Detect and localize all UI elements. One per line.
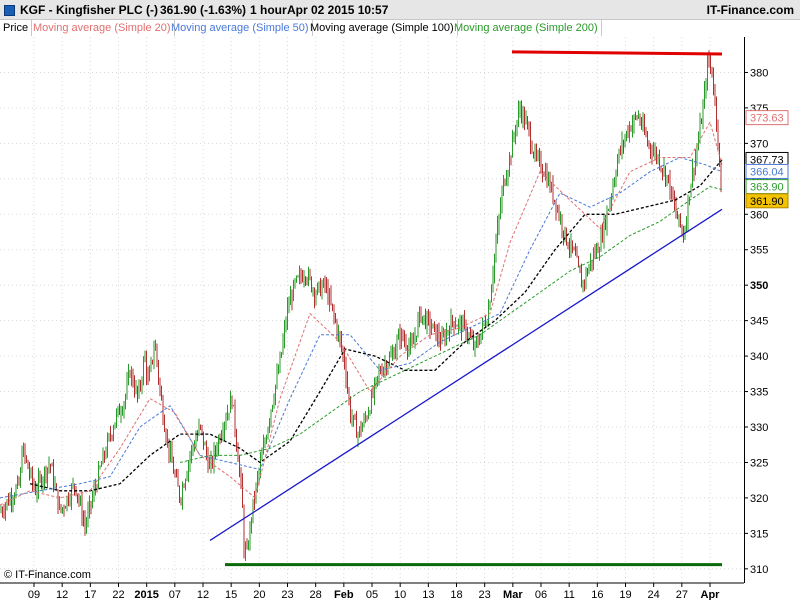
x-tick-label: 09 xyxy=(28,589,40,600)
y-tick-label: 360 xyxy=(750,209,768,221)
y-tick-label: 345 xyxy=(750,316,768,328)
x-tick-label: 13 xyxy=(422,589,434,600)
x-tick-label: Feb xyxy=(334,589,354,600)
price-label-text: 361.90 xyxy=(750,196,784,208)
x-tick-label: 12 xyxy=(197,589,209,600)
price-bars xyxy=(0,50,722,561)
x-tick-label: 19 xyxy=(619,589,631,600)
ma20-line xyxy=(0,120,723,506)
uptrend-line xyxy=(209,208,723,542)
y-tick-label: 355 xyxy=(750,245,768,257)
y-tick-label: 335 xyxy=(750,387,768,399)
y-tick-label: 340 xyxy=(750,351,768,363)
indicator-legend: Price Moving average (Simple 20) Moving … xyxy=(0,20,800,36)
legend-ma100[interactable]: Moving average (Simple 100) xyxy=(307,20,458,36)
x-tick-label: 17 xyxy=(84,589,96,600)
y-tick-label: 315 xyxy=(750,528,768,540)
y-tick-label: 310 xyxy=(750,564,768,576)
x-tick-label: 05 xyxy=(366,589,378,600)
chart-header: KGF - Kingfisher PLC (-) 361.90 (-1.63%)… xyxy=(0,0,800,20)
y-tick-label: 330 xyxy=(750,422,768,434)
copyright-label: © IT-Finance.com xyxy=(4,569,91,581)
legend-ma200[interactable]: Moving average (Simple 200) xyxy=(451,20,602,36)
ma100-line xyxy=(29,159,723,492)
legend-price[interactable]: Price xyxy=(0,20,33,36)
price-label-text: 366.04 xyxy=(750,166,784,178)
brand-label: IT-Finance.com xyxy=(706,3,794,17)
x-tick-label: Mar xyxy=(503,589,523,600)
x-tick-label: 06 xyxy=(535,589,547,600)
legend-ma20[interactable]: Moving average (Simple 20) xyxy=(30,20,175,36)
plot-area[interactable] xyxy=(0,37,745,583)
last-price: 361.90 (-1.63%) xyxy=(160,3,247,17)
x-tick-label: 12 xyxy=(56,589,68,600)
uk-flag-icon xyxy=(4,5,15,16)
x-tick-label: 22 xyxy=(112,589,124,600)
x-tick-label: Apr xyxy=(701,589,721,600)
x-tick-label: 11 xyxy=(563,589,574,600)
price-label-box xyxy=(745,110,789,126)
x-tick-label: 15 xyxy=(225,589,237,600)
ma200-line xyxy=(179,186,723,463)
x-tick-label: 24 xyxy=(648,589,660,600)
legend-ma50[interactable]: Moving average (Simple 50) xyxy=(168,20,313,36)
y-tick-label: 320 xyxy=(750,493,768,505)
y-tick-label: 325 xyxy=(750,457,768,469)
x-tick-label: 18 xyxy=(450,589,462,600)
x-tick-label: 07 xyxy=(169,589,181,600)
x-tick-label: 16 xyxy=(591,589,603,600)
y-tick-label: 380 xyxy=(750,67,768,79)
x-tick-label: 10 xyxy=(394,589,406,600)
x-tick-label: 23 xyxy=(281,589,293,600)
y-tick-label: 350 xyxy=(750,280,768,292)
price-label-text: 373.63 xyxy=(750,113,784,125)
datetime-label: Apr 02 2015 10:57 xyxy=(287,3,389,17)
resistance-line xyxy=(511,50,723,56)
y-tick-label: 370 xyxy=(750,138,768,150)
price-label-text: 363.90 xyxy=(750,182,784,194)
x-tick-label: 27 xyxy=(676,589,688,600)
x-tick-label: 2015 xyxy=(134,589,158,600)
price-label-text: 367.73 xyxy=(750,154,784,166)
x-tick-label: 28 xyxy=(310,589,322,600)
ticker-label: KGF - Kingfisher PLC (-) xyxy=(20,3,158,17)
timeframe-label[interactable]: 1 hour xyxy=(250,3,287,17)
price-label-box xyxy=(745,163,789,179)
x-tick-label: 20 xyxy=(253,589,265,600)
price-label-box xyxy=(745,193,789,209)
x-tick-label: 23 xyxy=(479,589,491,600)
ma50-line xyxy=(0,156,723,499)
